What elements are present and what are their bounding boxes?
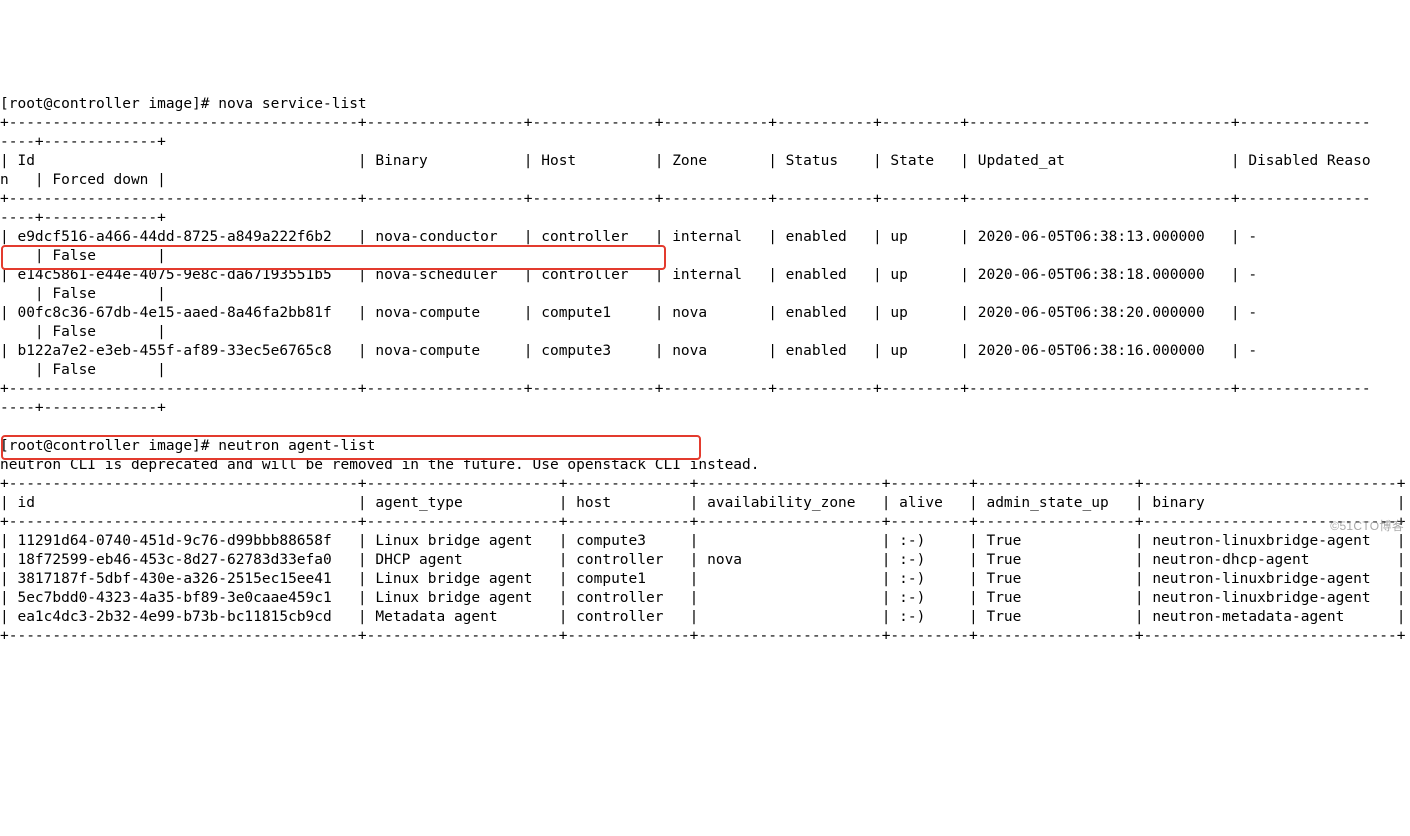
terminal-line: +---------------------------------------… [0,191,1371,207]
terminal-line: | id | agent_type | host | availability_… [0,495,1406,511]
terminal-line: | 3817187f-5dbf-430e-a326-2515ec15ee41 |… [0,571,1406,587]
terminal-line: | b122a7e2-e3eb-455f-af89-33ec5e6765c8 |… [0,343,1371,359]
terminal-line: +---------------------------------------… [0,628,1406,644]
terminal-line: ----+-------------+ [0,400,166,416]
terminal-line: | 00fc8c36-67db-4e15-aaed-8a46fa2bb81f |… [0,305,1371,321]
watermark: ©51CTO博客 [1330,517,1404,536]
terminal-line: [root@controller image]# nova service-li… [0,96,367,112]
terminal-line: +---------------------------------------… [0,514,1406,530]
terminal-line: neutron CLI is deprecated and will be re… [0,457,760,473]
terminal-line: | False | [0,248,166,264]
terminal-line: | ea1c4dc3-2b32-4e99-b73b-bc11815cb9cd |… [0,609,1406,625]
terminal-line: ----+-------------+ [0,210,166,226]
terminal-line: +---------------------------------------… [0,381,1371,397]
terminal-line: | e9dcf516-a466-44dd-8725-a849a222f6b2 |… [0,229,1371,245]
terminal-line: | 11291d64-0740-451d-9c76-d99bbb88658f |… [0,533,1406,549]
terminal-line: | False | [0,324,166,340]
terminal-line: | Id | Binary | Host | Zone | Status | S… [0,153,1371,169]
terminal-line: | 5ec7bdd0-4323-4a35-bf89-3e0caae459c1 |… [0,590,1406,606]
terminal-line: | 18f72599-eb46-453c-8d27-62783d33efa0 |… [0,552,1406,568]
terminal-line: | e14c5861-e44e-4075-9e8c-da67193551b5 |… [0,267,1371,283]
terminal-output: [root@controller image]# nova service-li… [0,95,1410,646]
terminal-line: n | Forced down | [0,172,166,188]
terminal-line: +---------------------------------------… [0,476,1406,492]
terminal-line: +---------------------------------------… [0,115,1371,131]
terminal-line: [root@controller image]# neutron agent-l… [0,438,375,454]
terminal-line: | False | [0,286,166,302]
terminal-line: ----+-------------+ [0,134,166,150]
terminal-line: | False | [0,362,166,378]
